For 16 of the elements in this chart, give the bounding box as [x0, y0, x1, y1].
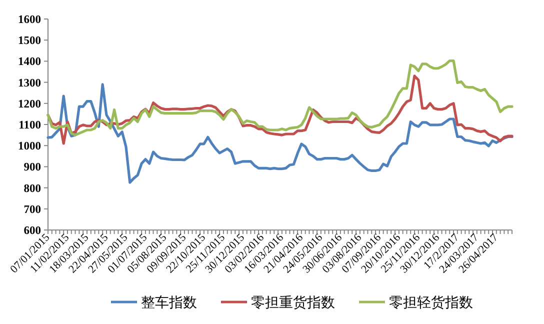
line-series — [46, 59, 514, 136]
y-tick-label: 1100 — [18, 120, 42, 132]
legend-label: 零担轻货指数 — [389, 294, 473, 310]
y-tick-label: 1000 — [18, 140, 42, 153]
y-tick-label: 1400 — [18, 56, 42, 68]
legend-label: 整车指数 — [141, 294, 197, 310]
y-tick-label: 700 — [24, 204, 42, 216]
y-tick-label: 1500 — [18, 35, 42, 48]
line-series — [46, 83, 514, 184]
y-tick-label: 800 — [24, 182, 42, 195]
y-tick-label: 1300 — [18, 77, 42, 90]
legend-label: 零担重货指数 — [251, 294, 335, 310]
y-tick-label: 600 — [24, 225, 42, 237]
y-tick-label: 1200 — [18, 98, 42, 110]
y-tick-label: 900 — [24, 162, 42, 174]
y-tick-label: 1600 — [18, 14, 42, 26]
